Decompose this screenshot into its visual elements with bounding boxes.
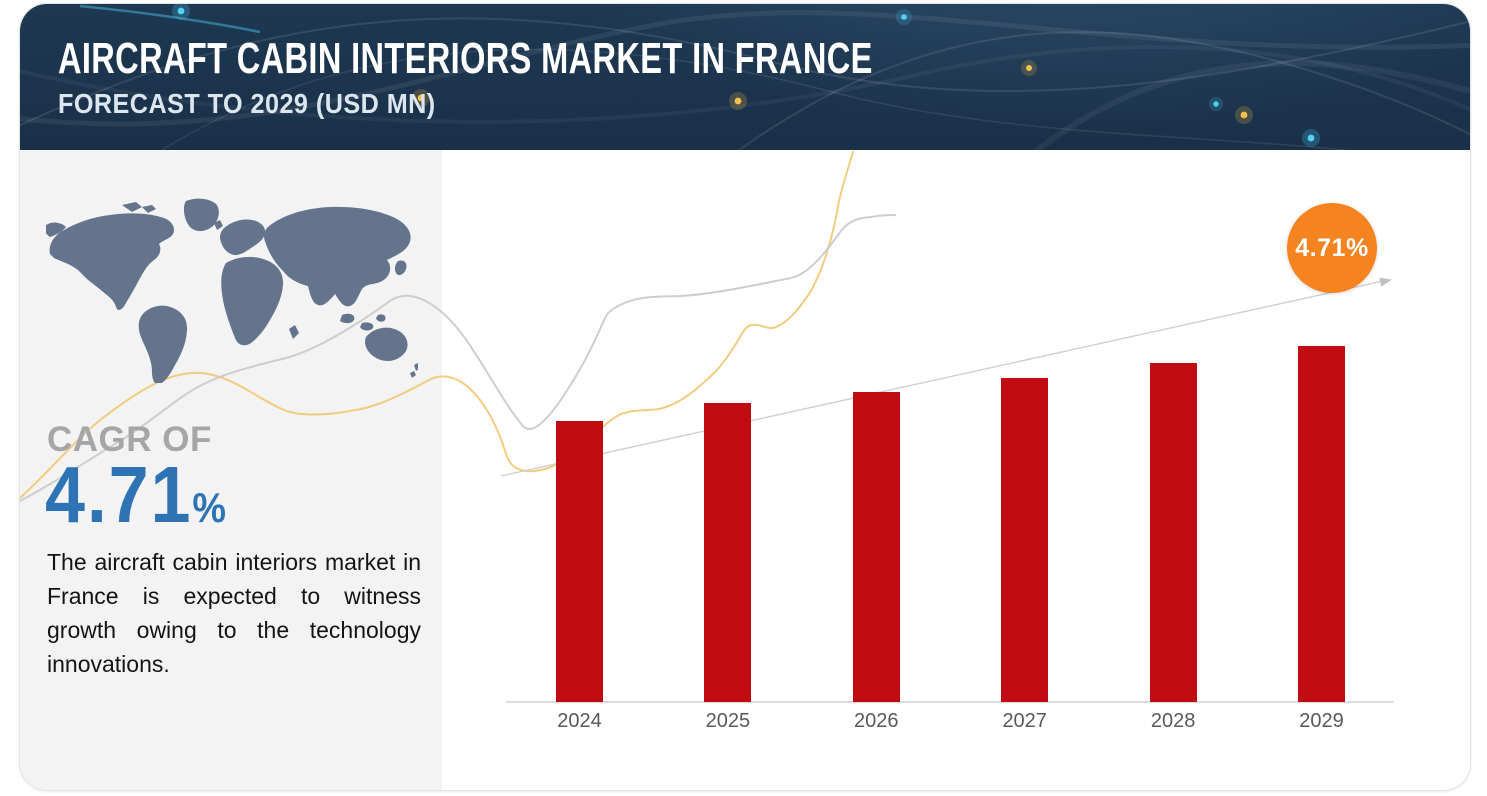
page-title: AIRCRAFT CABIN INTERIORS MARKET IN FRANC… — [58, 34, 873, 83]
growth-badge: 4.71% — [1287, 203, 1377, 293]
market-description: The aircraft cabin interiors market in F… — [47, 549, 421, 677]
growth-badge-value: 4.71% — [1295, 233, 1369, 262]
cagr-value: 4.71% — [45, 449, 226, 541]
page-subtitle: FORECAST TO 2029 (USD MN) — [58, 88, 436, 119]
world-map-icon — [44, 198, 420, 385]
header-banner: AIRCRAFT CABIN INTERIORS MARKET IN FRANC… — [20, 4, 1470, 150]
cagr-percent-sign: % — [192, 484, 226, 531]
infographic-card: AIRCRAFT CABIN INTERIORS MARKET IN FRANC… — [19, 3, 1471, 791]
cagr-number: 4.71 — [45, 450, 193, 539]
world-map — [44, 197, 420, 385]
